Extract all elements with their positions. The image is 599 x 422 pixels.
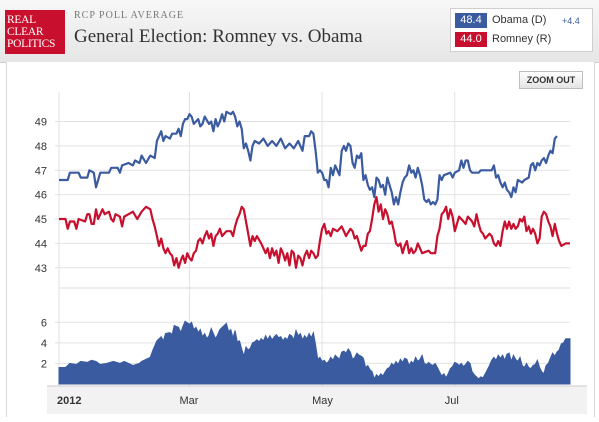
obama-label: Obama (D) xyxy=(492,14,547,26)
y-tick-label-bottom: 6 xyxy=(41,317,47,329)
x-tick-label: Mar xyxy=(179,395,198,407)
romney-line xyxy=(59,196,570,269)
header: REAL CLEAR POLITICS RCP POLL AVERAGE Gen… xyxy=(0,0,599,63)
x-tick-label: 2012 xyxy=(57,395,81,407)
y-tick-label-top: 43 xyxy=(35,263,47,275)
obama-change: +4.4 xyxy=(562,16,580,26)
y-tick-label-top: 49 xyxy=(35,117,47,129)
x-tick-label: Jul xyxy=(445,395,459,407)
zoom-out-button[interactable]: ZOOM OUT xyxy=(519,71,583,89)
x-axis-band xyxy=(47,386,587,414)
y-tick-label-top: 45 xyxy=(35,214,47,226)
logo-line-1: REAL xyxy=(7,14,36,26)
x-tick-label: May xyxy=(312,395,333,407)
chart-area: 43 44 45 46 47 48 49 2 4 6 2012 Mar May Jul xyxy=(6,62,595,417)
chart-supertitle: RCP POLL AVERAGE xyxy=(74,10,185,21)
y-tick-label-bottom: 2 xyxy=(41,358,47,370)
legend: 48.4 Obama (D) +4.4 44.0 Romney (R) xyxy=(450,8,593,52)
spread-area xyxy=(58,320,571,385)
logo-line-2: CLEAR xyxy=(7,26,44,38)
obama-line xyxy=(59,110,558,206)
y-tick-label-top: 46 xyxy=(35,190,47,202)
y-tick-label-top: 47 xyxy=(35,165,47,177)
rcp-logo[interactable]: REAL CLEAR POLITICS xyxy=(5,10,65,54)
chart-title: General Election: Romney vs. Obama xyxy=(74,26,363,47)
romney-value-badge: 44.0 xyxy=(455,32,487,47)
legend-item-obama[interactable]: 48.4 Obama (D) +4.4 xyxy=(455,13,589,29)
romney-label: Romney (R) xyxy=(492,33,552,45)
y-tick-label-top: 48 xyxy=(35,141,47,153)
logo-line-3: POLITICS xyxy=(7,38,56,50)
y-tick-label-top: 44 xyxy=(35,238,47,250)
y-tick-label-bottom: 4 xyxy=(41,338,47,350)
legend-item-romney[interactable]: 44.0 Romney (R) xyxy=(455,32,589,48)
obama-value-badge: 48.4 xyxy=(455,13,487,28)
